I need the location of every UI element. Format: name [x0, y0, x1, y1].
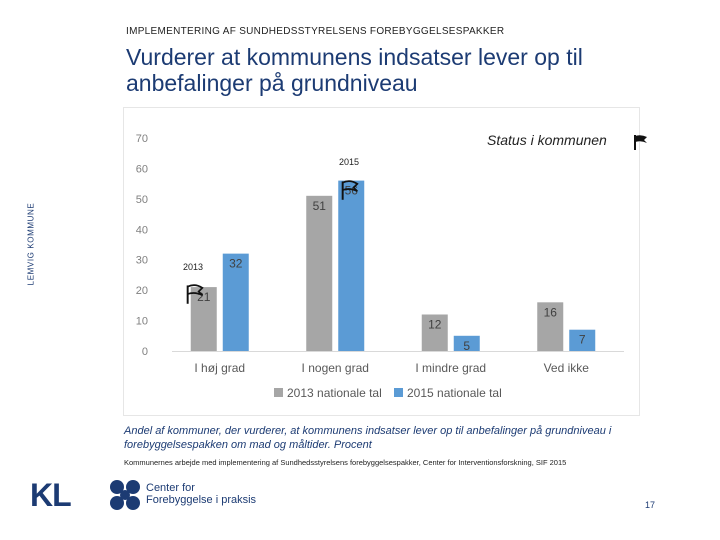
category-label: I mindre grad [415, 361, 486, 375]
page-number: 17 [645, 500, 656, 510]
y-tick-label: 20 [136, 285, 148, 297]
legend-swatch-2015 [394, 388, 403, 397]
y-tick-label: 40 [136, 224, 148, 236]
y-tick-label: 70 [136, 133, 148, 145]
y-tick-label: 30 [136, 255, 148, 267]
data-label: 7 [579, 333, 586, 347]
center-logo-line2: Forebyggelse i praksis [146, 494, 257, 506]
y-tick-label: 60 [136, 163, 148, 175]
source-note: Kommunernes arbejde med implementering a… [124, 458, 567, 467]
flag-icon [634, 135, 647, 150]
category-label: I nogen grad [302, 361, 369, 375]
legend-label: 2013 nationale tal [287, 386, 382, 400]
bar-2015 [222, 253, 249, 351]
center-logo-icon [110, 480, 140, 510]
municipality-label: LEMVIG KOMMUNE [26, 202, 36, 286]
center-logo-line1: Center for [146, 482, 195, 494]
y-tick-label: 50 [136, 194, 148, 206]
bar-2015 [569, 329, 596, 351]
bar-2013 [306, 195, 333, 351]
annotation-2013-label: 2013 [183, 262, 204, 272]
y-tick-label: 0 [142, 346, 148, 358]
chart-caption: Andel af kommuner, der vurderer, at komm… [124, 425, 612, 451]
page-title: Vurderer at kommunens indsatser lever op… [126, 44, 583, 96]
chart-area: 0 10 20 30 40 50 60 70 21 32 I høj grad 51 56 I nogen… [124, 108, 639, 415]
data-label: 51 [313, 199, 327, 213]
header-text: IMPLEMENTERING AF SUNDHEDSSTYRELSENS FOR… [126, 26, 505, 37]
data-label: 16 [544, 305, 558, 319]
kl-logo: KL [30, 477, 72, 513]
status-legend-label: Status i kommunen [487, 132, 607, 148]
y-tick-label: 10 [136, 316, 148, 328]
bar-2013 [190, 287, 217, 351]
flag-2013-icon [186, 284, 204, 304]
data-label: 5 [463, 339, 470, 353]
legend-label: 2015 nationale tal [407, 386, 502, 400]
data-label: 32 [229, 257, 243, 271]
bar-2013 [421, 314, 448, 351]
annotation-2015-label: 2015 [339, 157, 360, 167]
category-label: Ved ikke [544, 361, 590, 375]
data-label: 12 [428, 317, 442, 331]
bar-2013 [537, 302, 564, 351]
bar-2015 [453, 335, 480, 351]
center-logo-text: Center for Forebyggelse i praksis [146, 482, 256, 506]
legend-swatch-2013 [274, 388, 283, 397]
bar-2015 [338, 180, 365, 351]
flag-2015-icon [341, 180, 359, 200]
category-label: I høj grad [194, 361, 245, 375]
